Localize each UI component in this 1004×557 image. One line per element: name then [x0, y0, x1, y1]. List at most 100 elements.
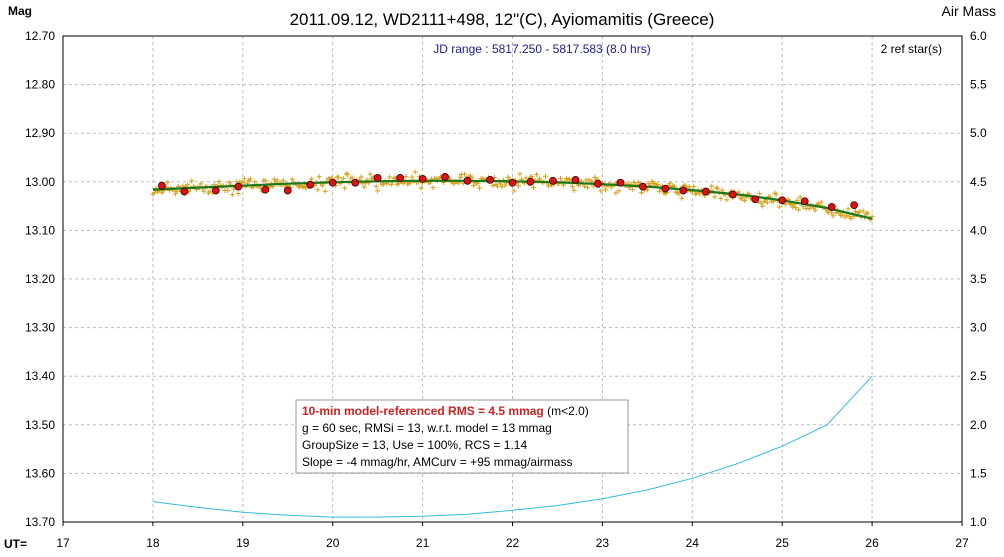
raw-point [638, 190, 644, 196]
binned-point [441, 173, 449, 181]
y-left-tick-label: 13.10 [25, 223, 55, 237]
raw-point [757, 191, 763, 197]
raw-point [165, 179, 171, 185]
raw-point [656, 188, 662, 194]
binned-point [234, 182, 243, 191]
raw-point [409, 174, 415, 180]
raw-point [709, 183, 715, 189]
raw-point [303, 185, 309, 191]
binned-point [751, 195, 760, 204]
y-axis-left-label: Mag [8, 4, 32, 18]
x-tick-label: 23 [596, 536, 610, 550]
x-tick-label: 26 [865, 536, 879, 550]
raw-point [760, 203, 766, 209]
raw-point [679, 195, 685, 201]
raw-point [342, 185, 348, 191]
binned-point [526, 177, 535, 186]
raw-point [280, 178, 286, 184]
raw-point [848, 216, 854, 222]
binned-point [778, 196, 787, 205]
raw-point [241, 176, 247, 182]
raw-point [724, 197, 730, 203]
raw-point [430, 185, 436, 191]
raw-point [373, 183, 379, 189]
chart-title: 2011.09.12, WD2111+498, 12"(C), Ayiomami… [290, 10, 715, 29]
rms-headline: 10-min model-referenced RMS = 4.5 mmag [302, 404, 544, 418]
info-box-frame [295, 399, 629, 474]
binned-point [638, 182, 647, 191]
raw-point [247, 176, 253, 182]
y-left-tick-label: 13.50 [25, 418, 55, 432]
raw-point [566, 176, 572, 182]
raw-point [235, 190, 241, 196]
raw-point [557, 175, 563, 181]
x-tick-label: 22 [506, 536, 520, 550]
raw-point [471, 183, 477, 189]
raw-point [830, 213, 836, 219]
info-box: 10-min model-referenced RMS = 4.5 mmag (… [295, 399, 629, 474]
raw-point [598, 188, 604, 194]
raw-point [652, 180, 658, 186]
raw-point [289, 176, 295, 182]
raw-point [602, 187, 608, 193]
jd-range: JD range : 5817.250 - 5817.583 (8.0 hrs) [433, 42, 650, 56]
y-right-tick-label: 5.5 [970, 78, 987, 92]
ref-star-count: 2 ref star(s) [881, 42, 942, 56]
raw-point [845, 206, 851, 212]
binned-point [328, 178, 337, 187]
raw-point [691, 184, 697, 190]
binned-point [211, 186, 220, 195]
airmass-line [152, 375, 873, 518]
raw-point [533, 172, 539, 178]
raw-point [718, 195, 724, 201]
raw-point [613, 190, 619, 196]
raw-point [316, 174, 322, 180]
raw-point [517, 171, 523, 177]
y-left-tick-label: 13.20 [25, 272, 55, 286]
raw-point [686, 184, 692, 190]
raw-point [773, 191, 779, 197]
raw-point [806, 206, 812, 212]
binned-point [396, 174, 405, 182]
y-right-tick-label: 4.0 [970, 223, 987, 237]
raw-point [797, 194, 803, 200]
binned-point [283, 186, 292, 195]
raw-point [207, 188, 213, 194]
y-right-tick-label: 3.5 [970, 272, 987, 286]
raw-point [865, 210, 871, 216]
raw-point [542, 173, 548, 179]
info-box-line3: GroupSize = 13, Use = 100%, RCS = 1.14 [302, 438, 527, 452]
raw-point [631, 179, 637, 185]
binned-point [418, 174, 427, 183]
raw-point [271, 176, 277, 182]
airmass-curve-layer [152, 375, 873, 518]
binned-point [180, 187, 189, 196]
raw-point [511, 188, 517, 194]
raw-point [315, 187, 321, 193]
raw-point [812, 207, 818, 213]
y-right-tick-label: 3.0 [970, 321, 987, 335]
binned-point [661, 184, 670, 193]
raw-point [226, 179, 232, 185]
raw-point [198, 181, 204, 187]
x-tick-label: 27 [955, 536, 969, 550]
y-left-tick-label: 13.40 [25, 369, 55, 383]
binned-point [351, 178, 360, 187]
raw-point [667, 180, 673, 186]
y-right-tick-label: 1.5 [970, 466, 987, 480]
raw-point [796, 207, 802, 213]
raw-point [462, 171, 468, 177]
raw-point [477, 185, 483, 191]
x-tick-label: 17 [56, 536, 70, 550]
raw-point [712, 194, 718, 200]
raw-point [569, 184, 575, 190]
binned-point [486, 175, 494, 184]
binned-point [261, 185, 270, 194]
raw-point [839, 212, 845, 218]
raw-point [742, 198, 748, 204]
y-right-tick-label: 6.0 [970, 29, 987, 43]
binned-point [508, 178, 517, 187]
raw-point [715, 185, 721, 191]
raw-point [349, 175, 355, 181]
